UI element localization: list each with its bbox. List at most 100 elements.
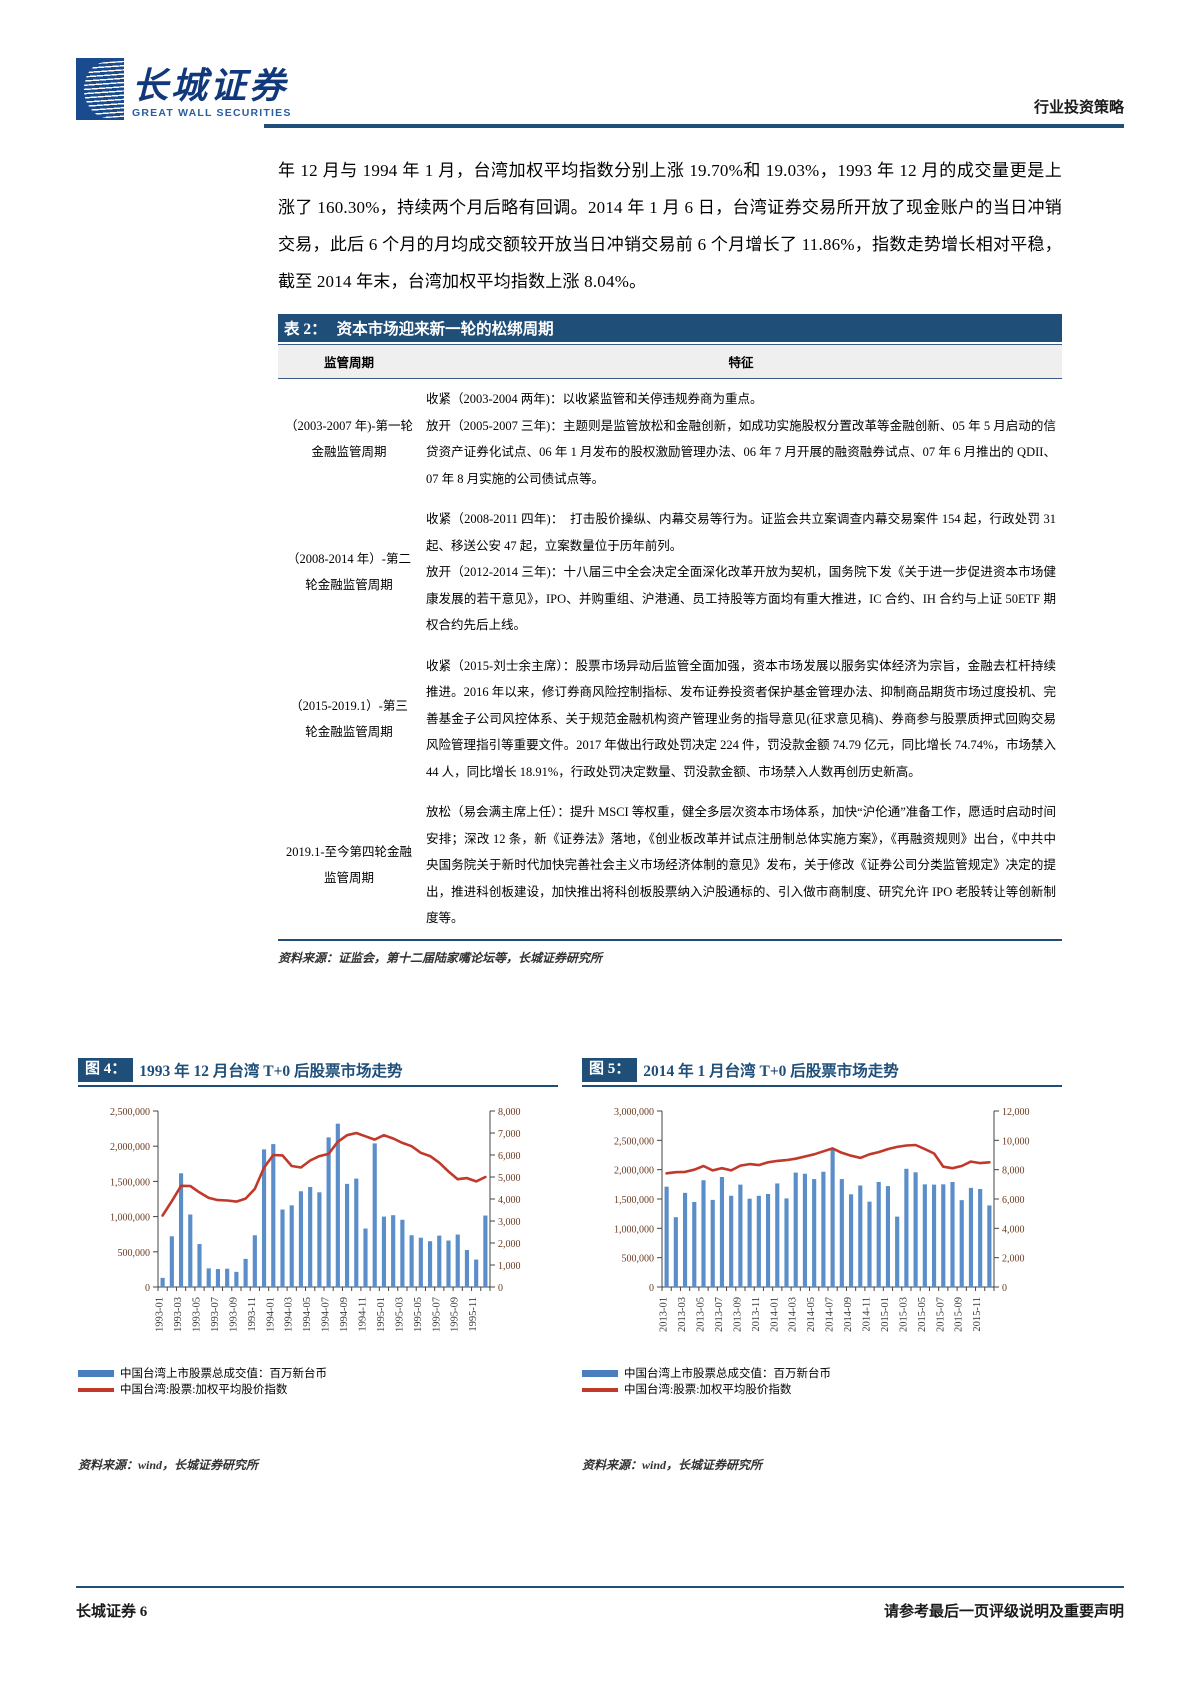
svg-text:2013-07: 2013-07 xyxy=(714,1297,725,1332)
table2-period-3: （2015-2019.1）-第三轮金融监管周期 xyxy=(290,698,408,739)
svg-text:1,000: 1,000 xyxy=(498,1261,521,1272)
svg-text:2015-11: 2015-11 xyxy=(972,1297,983,1332)
svg-text:2015-07: 2015-07 xyxy=(935,1297,946,1332)
table2-feature-2-a: 收紧（2008-2011 四年)： 打击股价操纵、内幕交易等行为。证监会共立案调… xyxy=(426,512,1056,553)
svg-text:3,000: 3,000 xyxy=(498,1217,521,1228)
svg-text:4,000: 4,000 xyxy=(498,1195,521,1206)
svg-text:12,000: 12,000 xyxy=(1002,1107,1030,1118)
table2-bottom-divider xyxy=(278,938,1062,941)
table2-block: 表 2： 资本市场迎来新一轮的松绑周期 监管周期 特征 （2003-2007 年… xyxy=(278,314,1062,966)
svg-text:7,000: 7,000 xyxy=(498,1129,521,1140)
svg-text:1994-07: 1994-07 xyxy=(321,1297,332,1332)
svg-text:6,000: 6,000 xyxy=(498,1151,521,1162)
svg-text:1995-09: 1995-09 xyxy=(450,1297,461,1332)
svg-text:1995-07: 1995-07 xyxy=(431,1297,442,1332)
svg-text:2013-03: 2013-03 xyxy=(677,1297,688,1332)
svg-text:2,500,000: 2,500,000 xyxy=(110,1107,150,1118)
chart5-legend: 中国台湾上市股票总成交值：百万新台币 中国台湾:股票:加权平均股价指数 xyxy=(582,1366,1062,1398)
chart-card-4: 图 4： 1993 年 12 月台湾 T+0 后股票市场走势 0 500,000 1… xyxy=(78,1058,558,1473)
page-footer: 长城证券 6 请参考最后一页评级说明及重要声明 xyxy=(76,1600,1124,1621)
svg-text:1995-01: 1995-01 xyxy=(376,1297,387,1332)
svg-text:0: 0 xyxy=(1002,1283,1007,1294)
svg-text:10,000: 10,000 xyxy=(1002,1136,1030,1147)
page-header: 长城证券 GREAT WALL SECURITIES 行业投资策略 xyxy=(0,0,1200,128)
svg-text:1994-03: 1994-03 xyxy=(284,1297,295,1332)
svg-text:2014-09: 2014-09 xyxy=(843,1297,854,1332)
svg-text:2015-03: 2015-03 xyxy=(898,1297,909,1332)
svg-text:2014-03: 2014-03 xyxy=(788,1297,799,1332)
svg-text:2014-05: 2014-05 xyxy=(806,1297,817,1332)
svg-text:1,000,000: 1,000,000 xyxy=(614,1224,654,1235)
table-row: （2015-2019.1）-第三轮金融监管周期 收紧（2015-刘士余主席）：股… xyxy=(278,646,1062,793)
table2-feature-1: 收紧（2003-2004 两年)：以收紧监管和关停违规券商为重点。 放开（200… xyxy=(420,379,1062,500)
svg-text:0: 0 xyxy=(498,1283,503,1294)
svg-text:2015-05: 2015-05 xyxy=(917,1297,928,1332)
chart4-svg: 0 500,000 1,000,000 1,500,000 2,000,000 2,500… xyxy=(110,1107,521,1332)
chart5-divider xyxy=(582,1084,1062,1087)
chart5-svg: 0 500,000 1,000,000 1,500,000 2,000,000 2,500… xyxy=(614,1107,1030,1332)
chart4-plot: 0 500,000 1,000,000 1,500,000 2,000,000 2,500… xyxy=(78,1097,558,1362)
svg-text:1994-01: 1994-01 xyxy=(265,1297,276,1332)
svg-text:1994-09: 1994-09 xyxy=(339,1297,350,1332)
table2-feature-3-a: 收紧（2015-刘士余主席）：股票市场异动后监管全面加强，资本市场发展以服务实体… xyxy=(426,658,1056,779)
svg-text:2,000,000: 2,000,000 xyxy=(614,1165,654,1176)
svg-text:0: 0 xyxy=(145,1283,150,1294)
chart4-title: 1993 年 12 月台湾 T+0 后股票市场走势 xyxy=(139,1062,403,1080)
bar-swatch-icon xyxy=(582,1370,618,1378)
svg-text:1993-11: 1993-11 xyxy=(247,1297,258,1332)
svg-text:2013-05: 2013-05 xyxy=(696,1297,707,1332)
table2-tag: 表 2： xyxy=(278,314,333,342)
svg-text:2,500,000: 2,500,000 xyxy=(614,1136,654,1147)
chart4-divider xyxy=(78,1084,558,1087)
footer-right: 请参考最后一页评级说明及重要声明 xyxy=(883,1604,1124,1620)
svg-text:1995-11: 1995-11 xyxy=(468,1297,479,1332)
svg-text:1994-05: 1994-05 xyxy=(302,1297,313,1332)
regulation-cycle-table: 监管周期 特征 （2003-2007 年)-第一轮金融监管周期 收紧（2003-… xyxy=(278,344,1062,939)
table2-feature-1-b: 放开（2005-2007 三年)：主题则是监管放松和金融创新，如成功实施股权分置… xyxy=(426,418,1056,486)
chart4-source: 资料来源：wind，长城证券研究所 xyxy=(78,1457,259,1472)
svg-text:2,000: 2,000 xyxy=(498,1239,521,1250)
svg-text:500,000: 500,000 xyxy=(622,1253,655,1264)
table-row: 2019.1-至今第四轮金融监管周期 放松（易会满主席上任）：提升 MSCI 等… xyxy=(278,792,1062,939)
svg-text:2014-07: 2014-07 xyxy=(825,1297,836,1332)
svg-text:2013-01: 2013-01 xyxy=(659,1297,670,1332)
table2-feature-3: 收紧（2015-刘士余主席）：股票市场异动后监管全面加强，资本市场发展以服务实体… xyxy=(420,646,1062,793)
svg-text:8,000: 8,000 xyxy=(1002,1165,1025,1176)
table2-source: 资料来源：证监会，第十二届陆家嘴论坛等，长城证券研究所 xyxy=(278,950,603,965)
svg-text:2014-11: 2014-11 xyxy=(862,1297,873,1332)
table2-feature-4: 放松（易会满主席上任）：提升 MSCI 等权重，健全多层次资本市场体系，加快“沪… xyxy=(420,792,1062,939)
svg-text:2,000,000: 2,000,000 xyxy=(110,1142,150,1153)
svg-text:3,000,000: 3,000,000 xyxy=(614,1107,654,1118)
svg-text:8,000: 8,000 xyxy=(498,1107,521,1118)
chart4-title-bar: 图 4： 1993 年 12 月台湾 T+0 后股票市场走势 xyxy=(78,1058,558,1082)
svg-text:2013-09: 2013-09 xyxy=(732,1297,743,1332)
chart5-legend-line-label: 中国台湾:股票:加权平均股价指数 xyxy=(624,1383,792,1396)
brand-logo: 长城证券 GREAT WALL SECURITIES xyxy=(76,58,292,120)
line-swatch-icon xyxy=(582,1387,618,1392)
chart5-title: 2014 年 1 月台湾 T+0 后股票市场走势 xyxy=(643,1062,899,1080)
svg-text:1993-03: 1993-03 xyxy=(173,1297,184,1332)
chart4-legend-line-label: 中国台湾:股票:加权平均股价指数 xyxy=(120,1383,288,1396)
svg-text:1993-05: 1993-05 xyxy=(192,1297,203,1332)
chart5-legend-line: 中国台湾:股票:加权平均股价指数 xyxy=(582,1382,1062,1398)
svg-text:6,000: 6,000 xyxy=(1002,1195,1025,1206)
svg-text:1993-01: 1993-01 xyxy=(155,1297,166,1332)
svg-text:1,500,000: 1,500,000 xyxy=(614,1195,654,1206)
chart5-plot: 0 500,000 1,000,000 1,500,000 2,000,000 2,500… xyxy=(582,1097,1062,1362)
svg-text:500,000: 500,000 xyxy=(118,1248,151,1259)
svg-text:2014-01: 2014-01 xyxy=(769,1297,780,1332)
svg-text:1995-03: 1995-03 xyxy=(394,1297,405,1332)
svg-text:1,500,000: 1,500,000 xyxy=(110,1177,150,1188)
table2-header-row: 监管周期 特征 xyxy=(278,344,1062,379)
svg-text:2015-09: 2015-09 xyxy=(954,1297,965,1332)
chart-card-5: 图 5： 2014 年 1 月台湾 T+0 后股票市场走势 0 500,000 1,… xyxy=(582,1058,1062,1473)
table2-feature-2-b: 放开（2012-2014 三年)：十八届三中全会决定全面深化改革开放为契机，国务… xyxy=(426,565,1056,632)
chart4-legend-bar: 中国台湾上市股票总成交值：百万新台币 xyxy=(78,1366,558,1382)
chart5-tag: 图 5： xyxy=(582,1058,638,1082)
chart5-legend-bar: 中国台湾上市股票总成交值：百万新台币 xyxy=(582,1366,1062,1382)
table2-period-2: （2008-2014 年）-第二轮金融监管周期 xyxy=(287,552,411,593)
line-swatch-icon xyxy=(78,1387,114,1392)
svg-text:1995-05: 1995-05 xyxy=(413,1297,424,1332)
svg-text:2015-01: 2015-01 xyxy=(880,1297,891,1332)
table2-col-feature: 特征 xyxy=(420,344,1062,379)
